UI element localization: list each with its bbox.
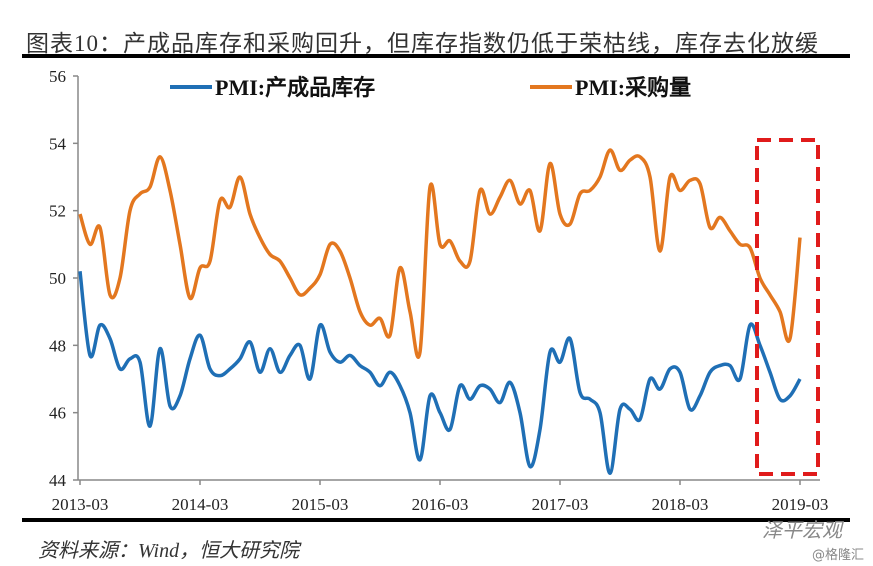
legend-label: PMI:采购量 <box>575 75 691 100</box>
y-tick-label: 50 <box>49 269 66 288</box>
source-note: 资料来源：Wind，恒大研究院 <box>38 540 300 562</box>
series-line-inventory <box>78 271 802 476</box>
series-line-purchase <box>78 148 802 359</box>
watermark-gelonghui: @格隆汇 <box>812 548 865 563</box>
x-tick-label: 2014-03 <box>172 495 229 514</box>
y-tick-label: 52 <box>49 202 66 221</box>
bottom-rule <box>22 518 850 522</box>
y-tick-label: 44 <box>49 471 67 490</box>
y-tick-label: 46 <box>49 404 66 423</box>
legend-label: PMI:产成品库存 <box>215 75 375 100</box>
x-tick-label: 2013-03 <box>52 495 109 514</box>
x-tick-label: 2016-03 <box>412 495 469 514</box>
x-tick-label: 2018-03 <box>652 495 709 514</box>
y-tick-label: 56 <box>49 67 66 86</box>
y-tick-label: 48 <box>49 336 66 355</box>
highlight-box <box>755 138 820 476</box>
x-tick-label: 2015-03 <box>292 495 349 514</box>
y-tick-label: 54 <box>49 134 67 153</box>
x-tick-label: 2019-03 <box>772 495 829 514</box>
top-rule <box>22 54 850 58</box>
watermark-zepin: 泽平宏观 <box>762 518 842 542</box>
x-tick-label: 2017-03 <box>532 495 589 514</box>
chart-title: 图表10：产成品库存和采购回升，但库存指数仍低于荣枯线，库存去化放缓 <box>26 31 819 56</box>
